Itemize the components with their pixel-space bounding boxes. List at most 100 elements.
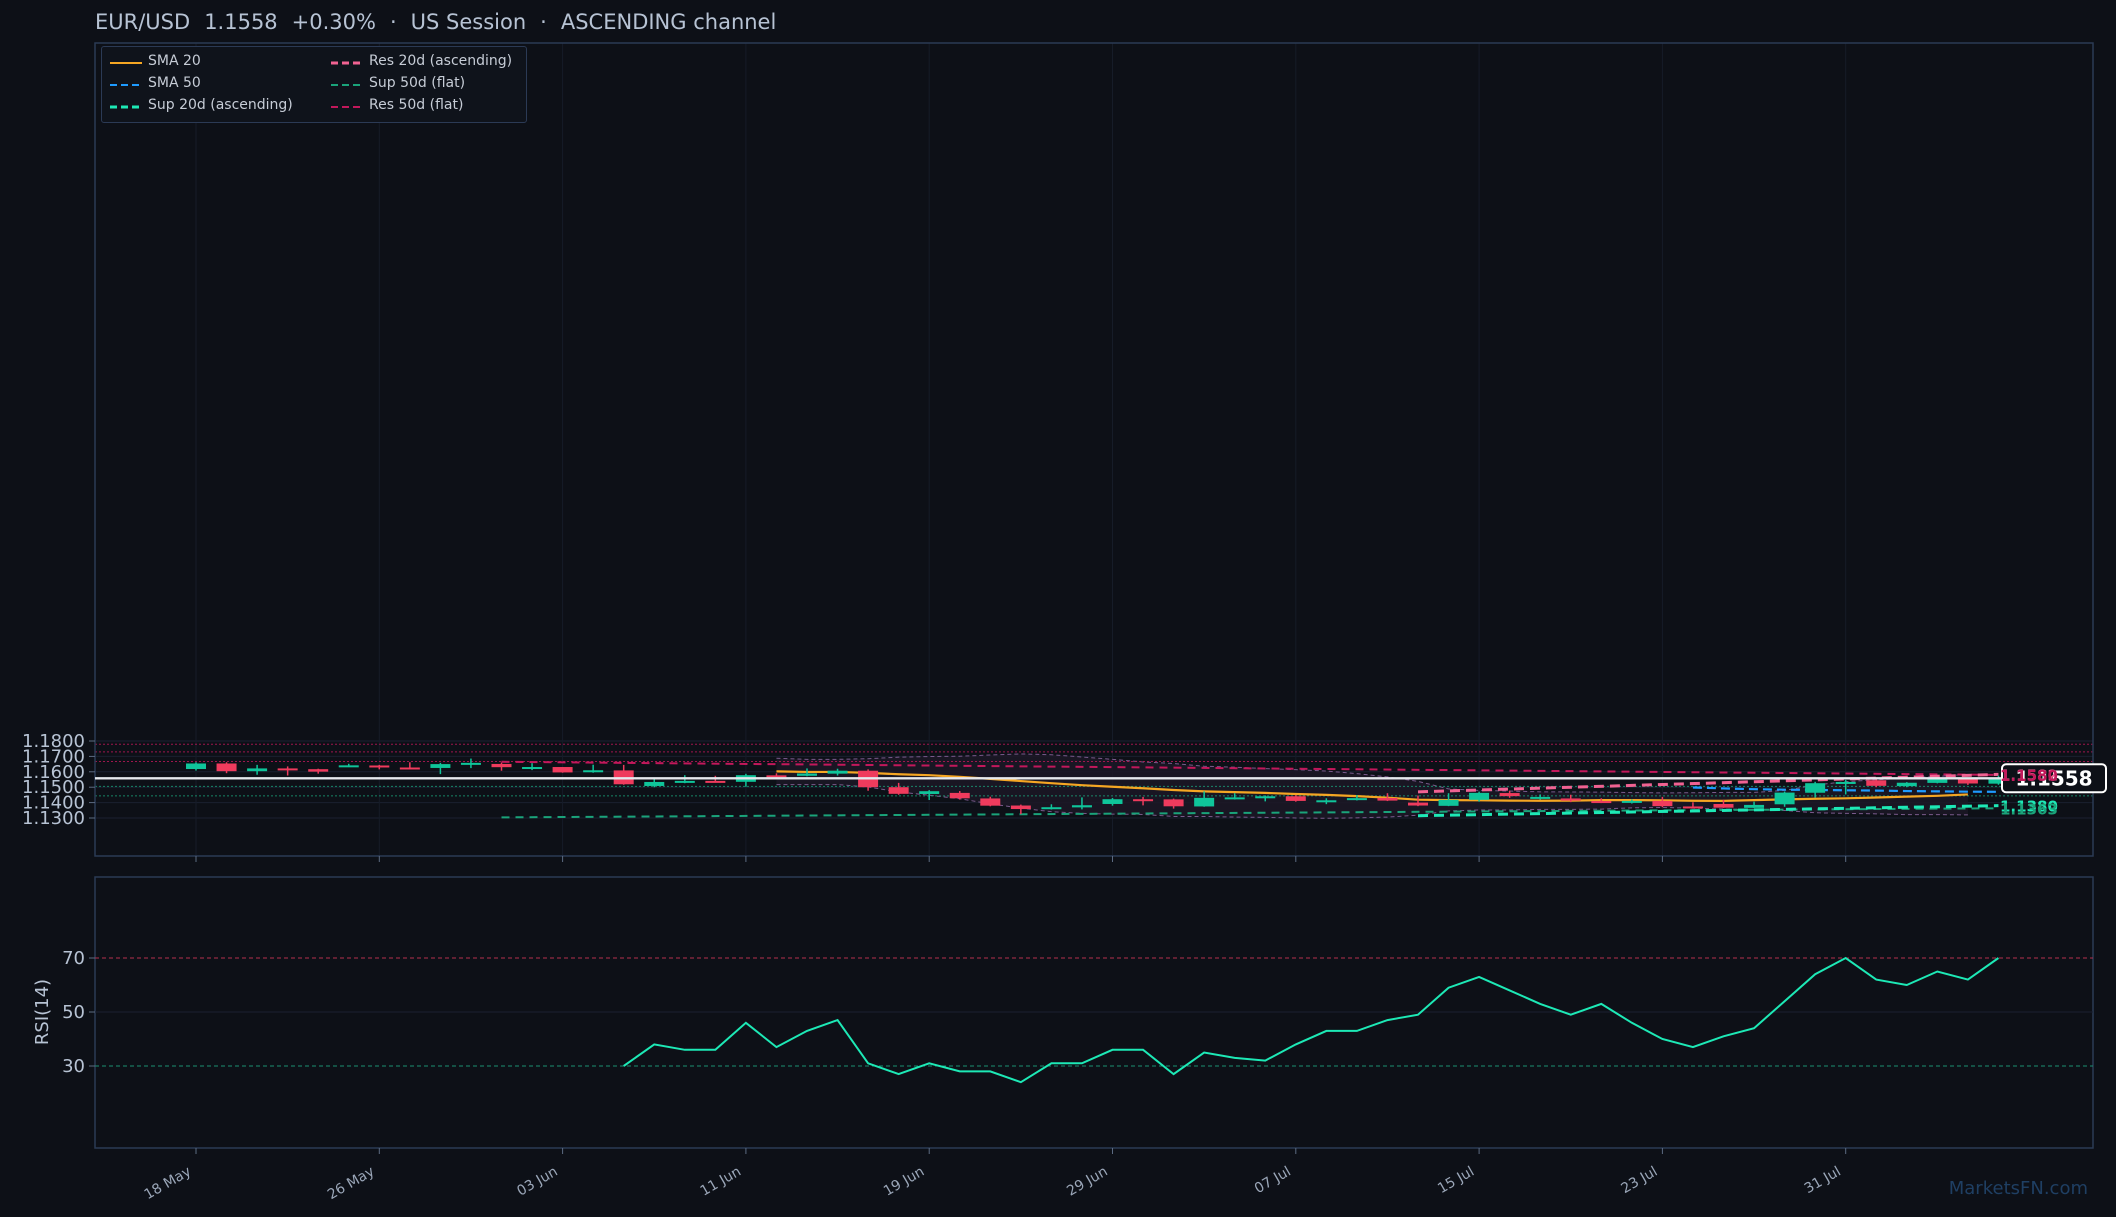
x-tick-label: 29 Jun [1064,1164,1110,1200]
x-tick-label: 18 May [142,1164,194,1203]
y-tick-label: 1.1400 [22,793,85,814]
legend-label: Res 50d (flat) [369,97,464,113]
candle-body [308,769,329,772]
candle-body [797,773,817,776]
session-label: US Session [410,10,527,34]
legend-label: SMA 20 [148,53,201,69]
candle-body [1194,797,1215,807]
x-tick-label: 11 Jun [698,1164,744,1200]
trendline [501,760,1999,776]
watermark: MarketsFN.com [1948,1178,2088,1199]
candle-body [1560,798,1581,801]
chart-header: EUR/USD 1.1558 +0.30% · US Session · ASCENDING… [95,10,790,34]
chart-legend: SMA 20 SMA 50 Sup 20d (ascending) Res 20d (… [101,46,527,123]
candle-body [552,767,573,773]
candle-body [1255,796,1276,799]
candle-body [1102,799,1123,804]
candle-body [1377,797,1398,801]
x-tick-label: 07 Jul [1252,1164,1294,1197]
legend-swatch [331,61,363,65]
legend-swatch [110,84,142,86]
candle-body [1438,799,1459,806]
candle-body [338,765,359,768]
symbol-label: EUR/USD [95,10,191,34]
level-value-label: 1.1580 [2000,767,2058,785]
candle-body [1988,778,2009,784]
candle-body [1835,781,1856,784]
candle-body [919,791,940,794]
trendline [501,807,1999,819]
candle-body [1896,782,1917,787]
change-label: +0.30% [291,10,376,34]
sma50-line [1692,786,1999,793]
candle-body [1346,798,1367,801]
candle-body [1285,796,1306,801]
candle-body [247,768,268,772]
candle-body [1713,803,1734,808]
candle-body [430,764,451,768]
separator-1: · [389,10,397,34]
candle-body [277,768,298,771]
candle-body [583,770,604,773]
candle-body [1652,800,1673,807]
candle-body [369,765,390,768]
candle-body [186,763,206,770]
legend-swatch [331,106,363,108]
candle-body [1744,804,1765,808]
legend-swatch [110,62,142,64]
legend-label: Res 20d (ascending) [369,53,513,69]
y-tick-label: 1.1700 [22,746,85,767]
candle-body [1957,779,1978,784]
bollinger-upper [776,753,1968,794]
legend-label: Sup 50d (flat) [369,75,466,91]
current-price-badge [2001,763,2107,794]
rsi-tick-label: 70 [62,948,85,969]
legend-label: SMA 50 [148,75,201,91]
x-tick-label: 03 Jun [514,1164,560,1200]
separator-2: · [540,10,547,34]
candle-body [1224,797,1245,800]
candle-body [1774,792,1795,805]
y-tick-label: 1.1800 [22,731,85,752]
current-price-label: 1.1558 [2015,766,2092,790]
x-tick-label: 26 May [325,1164,377,1203]
candle-body [1469,792,1490,800]
candle-body [705,780,726,783]
y-tick-label: 1.1600 [22,762,85,783]
candle-body [1133,799,1154,802]
candle-body [949,792,970,799]
candle-body [399,767,420,770]
candle-body [1163,799,1184,807]
level-value-label: 1.1380 [2000,798,2058,816]
candle-body [827,770,848,774]
x-tick-label: 23 Jul [1618,1164,1660,1197]
rsi-tick-label: 30 [62,1056,85,1077]
y-tick-label: 1.1500 [22,777,85,798]
legend-swatch [331,84,363,86]
candle-body [1927,779,1948,783]
candle-body [1071,805,1092,808]
level-value-label: 1.1582 [2000,767,2058,785]
candle-body [674,780,695,783]
level-value-label: 1.1363 [2000,800,2058,818]
candle-body [460,762,481,765]
price-panel-frame [94,42,2094,857]
rsi-tick-label: 50 [62,1002,85,1023]
candle-body [644,781,665,786]
x-tick-label: 31 Jul [1802,1164,1844,1197]
candle-body [1010,805,1031,810]
candle-body [1682,806,1703,809]
candle-body [522,767,543,770]
channel-label: ASCENDING channel [560,10,777,34]
candle-body [980,798,1001,806]
x-tick-label: 19 Jun [881,1164,927,1200]
price-label: 1.1558 [204,10,278,34]
candle-body [1530,796,1551,799]
candle-body [1866,780,1887,786]
candle-body [1408,802,1428,806]
candle-body [1041,807,1062,810]
candle-body [888,787,909,794]
legend-label: Sup 20d (ascending) [148,97,293,113]
candle-body [766,775,787,778]
rsi-line [623,956,2000,1084]
